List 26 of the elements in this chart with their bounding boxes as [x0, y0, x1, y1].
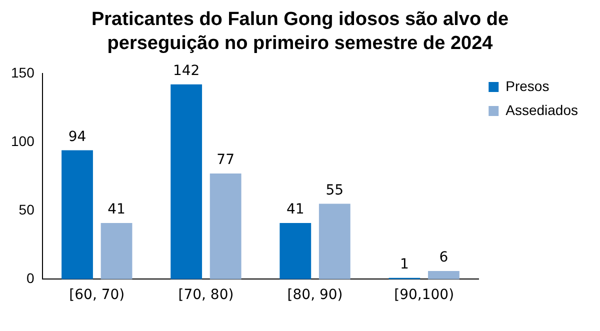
- x-tick-label: [60, 70): [69, 287, 125, 304]
- bar: [170, 84, 202, 280]
- y-tick-label: 50: [18, 201, 35, 218]
- legend-label: Presos: [506, 78, 550, 94]
- data-label: 55: [326, 182, 344, 198]
- y-tick-label: 150: [11, 64, 35, 80]
- y-tick-label: 100: [11, 132, 35, 149]
- x-tick-label: [70, 80): [178, 287, 234, 304]
- x-tick-label: [90,100): [394, 287, 454, 304]
- bar: [318, 204, 350, 280]
- bar: [100, 222, 132, 280]
- x-tick-label: [80, 90): [287, 287, 343, 304]
- y-tick-label: 0: [26, 270, 35, 286]
- data-label: 41: [108, 202, 126, 218]
- data-label: 77: [216, 152, 235, 168]
- data-label: 6: [439, 250, 448, 266]
- bar: [62, 150, 93, 280]
- data-label: 142: [172, 63, 200, 80]
- bar: [428, 270, 460, 280]
- bar: [210, 174, 242, 280]
- data-label: 1: [400, 256, 409, 272]
- data-label: 41: [286, 202, 304, 218]
- legend-label: Assediados: [506, 102, 578, 118]
- chart-title: Praticantes do Falun Gong idosos são alvo de perseguição no primeiro semestre de 2024: [90, 8, 510, 56]
- data-label: 94: [68, 128, 86, 145]
- bar: [280, 222, 312, 280]
